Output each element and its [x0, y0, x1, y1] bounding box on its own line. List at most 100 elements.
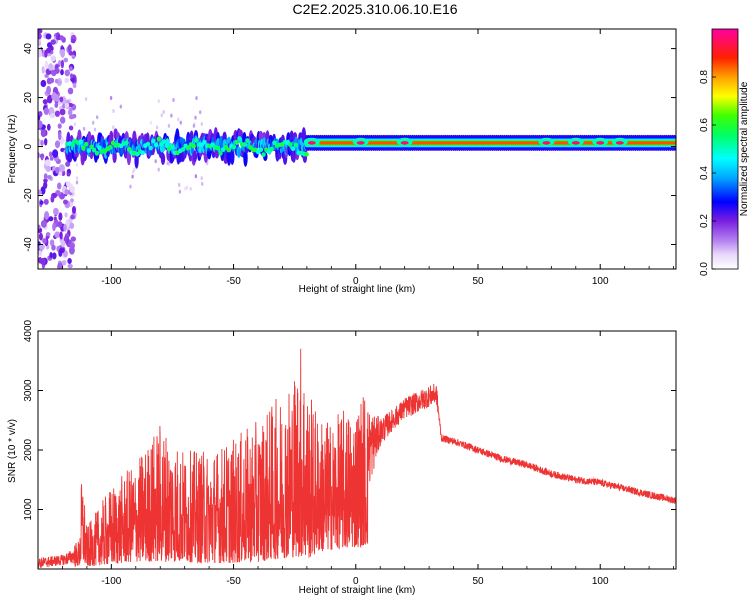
spectral-point	[57, 131, 62, 141]
spectral-point	[68, 114, 75, 120]
spectral-point	[38, 141, 41, 147]
spectral-point	[84, 141, 89, 147]
spectral-point	[60, 69, 64, 76]
spectral-point	[38, 46, 42, 52]
snr-x-label: Height of straight line (km)	[299, 585, 416, 596]
x-tick-label: 0	[353, 276, 359, 287]
spectral-point	[131, 174, 134, 179]
spectral-point	[119, 104, 123, 109]
spectral-point	[57, 221, 63, 228]
spectral-point	[54, 78, 59, 84]
spectral-point	[293, 142, 299, 148]
spectral-point	[46, 123, 51, 131]
spectral-point	[307, 141, 316, 145]
y-tick-label: 1000	[23, 498, 34, 521]
x-tick-label: 0	[353, 576, 359, 587]
snr-y-label: SNR (10 * v/v)	[7, 419, 18, 483]
spectral-point	[38, 250, 42, 257]
spectral-point	[571, 141, 580, 145]
spectral-point	[38, 29, 43, 34]
spectral-point	[153, 142, 159, 148]
x-tick-label: 100	[592, 576, 609, 587]
spectral-point	[63, 199, 68, 205]
spectral-point	[166, 161, 169, 166]
spectral-point	[44, 159, 51, 166]
spectral-point	[186, 145, 191, 150]
spectral-point	[69, 185, 76, 193]
colorbar-label: Normalized spectral amplitude	[739, 81, 750, 216]
spectral-point	[194, 137, 199, 143]
spectral-point	[194, 115, 197, 120]
spectral-point	[70, 142, 75, 148]
spectral-point	[38, 189, 42, 195]
spectral-point	[60, 48, 66, 58]
spectral-point	[59, 96, 64, 103]
spectral-point	[72, 83, 77, 89]
spectral-point	[50, 195, 55, 203]
spectral-point	[54, 102, 59, 108]
spectral-point	[48, 63, 54, 71]
spectral-point	[258, 147, 264, 153]
spectral-point	[60, 240, 66, 247]
y-tick-label: -20	[23, 188, 34, 203]
colorbar-ticks: 0.0 0.2 0.4 0.6 0.8	[699, 70, 716, 276]
spectral-point	[48, 151, 53, 158]
snr-x-axis: -100 -50 0 50 100	[62, 331, 674, 587]
spectral-point	[160, 113, 163, 118]
spectral-point	[112, 125, 115, 130]
snr-panel: -100 -50 0 50 100 1000 2000 3000 4000 Height of…	[7, 319, 677, 596]
spectral-point	[189, 186, 192, 191]
spectral-point	[170, 144, 175, 150]
spectral-point	[108, 144, 113, 150]
x-tick-label: -50	[226, 576, 241, 587]
colorbar-tick-label: 0.6	[699, 118, 710, 132]
spectral-point	[38, 120, 43, 129]
colorbar: 0.0 0.2 0.4 0.6 0.8 Normalized spectral ampl…	[699, 28, 750, 276]
spectral-point	[43, 198, 49, 205]
spectral-point	[68, 246, 75, 255]
spectral-point	[167, 123, 171, 128]
spectral-point	[133, 167, 136, 172]
spectral-point	[93, 127, 97, 132]
spectral-point	[44, 73, 49, 78]
spectral-point	[195, 96, 198, 101]
spectral-point	[39, 244, 45, 250]
spectral-point	[59, 35, 64, 41]
spectral-point	[53, 207, 59, 216]
spectral-point	[68, 125, 74, 131]
y-tick-label: 2000	[23, 438, 34, 461]
spectral-point	[48, 216, 54, 222]
spectral-point	[226, 147, 231, 153]
spectral-point	[67, 87, 74, 95]
spectral-point	[202, 139, 207, 145]
colorbar-gradient	[711, 28, 739, 270]
spectral-point	[38, 232, 43, 241]
spectral-point	[66, 172, 71, 177]
spectral-point	[56, 182, 62, 190]
spectral-point	[154, 159, 157, 164]
spectral-point	[57, 80, 62, 85]
spectral-point	[43, 173, 48, 180]
spectral-point	[145, 141, 151, 147]
spectral-point	[44, 60, 49, 70]
spectral-point	[45, 232, 51, 237]
spectral-point	[82, 126, 86, 131]
spectral-point	[58, 164, 65, 173]
spectral-point	[54, 94, 60, 102]
spectral-point	[60, 59, 65, 69]
spectral-point	[47, 94, 53, 104]
spectral-point	[201, 181, 204, 186]
spectral-point	[40, 128, 47, 138]
spectral-point	[49, 252, 53, 259]
spectral-point	[64, 234, 68, 242]
spectral-point	[75, 162, 79, 167]
x-tick-label: 50	[472, 576, 484, 587]
spectral-point	[46, 42, 53, 49]
spectral-point	[43, 178, 48, 183]
spectral-point	[67, 44, 72, 53]
spectral-point	[40, 258, 46, 265]
spectral-point	[261, 152, 266, 158]
spectral-point	[243, 149, 248, 167]
spectral-point	[200, 176, 203, 181]
